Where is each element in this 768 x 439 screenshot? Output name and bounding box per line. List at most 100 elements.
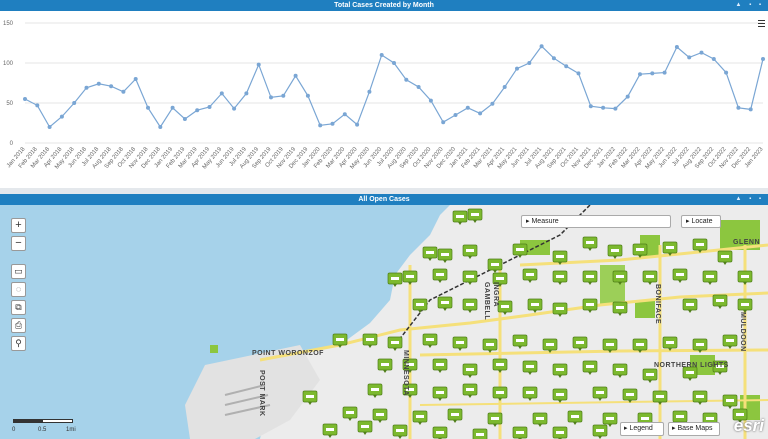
case-marker-glyph xyxy=(726,399,734,402)
chart-panel-title: Total Cases Created by Month xyxy=(334,2,434,9)
case-marker-glyph xyxy=(556,431,564,434)
case-marker-pin xyxy=(688,378,692,381)
case-marker-pin xyxy=(648,380,652,383)
case-marker-glyph xyxy=(471,213,479,216)
case-marker-pin xyxy=(658,402,662,405)
road xyxy=(419,399,768,406)
map-panel[interactable]: All Open Cases ▲ ▪ ▪ + − ▭ ◌ ⧉ ⎙ ⚲ xyxy=(0,194,768,439)
case-marker-glyph xyxy=(536,417,544,420)
case-marker-pin xyxy=(378,420,382,423)
case-marker-glyph xyxy=(436,273,444,276)
case-marker-pin xyxy=(338,345,342,348)
data-point xyxy=(453,113,458,117)
case-marker-pin xyxy=(498,370,502,373)
case-marker-pin xyxy=(328,435,332,438)
case-marker-pin xyxy=(528,280,532,283)
data-point xyxy=(342,112,347,117)
case-marker-pin xyxy=(528,398,532,401)
case-marker-pin xyxy=(558,314,562,317)
data-point xyxy=(527,61,532,65)
print-icon[interactable]: ⎙ xyxy=(11,318,26,333)
data-point xyxy=(207,105,212,109)
case-marker-pin xyxy=(558,262,562,265)
hamburger-icon[interactable] xyxy=(758,20,765,27)
data-point xyxy=(96,81,101,86)
chart-panel-header: Total Cases Created by Month ▲ ▪ ▪ xyxy=(0,0,768,11)
y-tick-label: 0 xyxy=(10,141,14,147)
case-marker-pin xyxy=(473,220,477,223)
case-marker-pin xyxy=(608,350,612,353)
map-window-controls[interactable]: ▲ ▪ ▪ xyxy=(735,196,764,202)
case-marker-pin xyxy=(443,308,447,311)
street-label: GAMBELL xyxy=(483,282,490,321)
case-marker-glyph xyxy=(636,248,644,251)
case-marker-pin xyxy=(503,312,507,315)
case-marker-glyph xyxy=(516,339,524,342)
case-marker-pin xyxy=(688,310,692,313)
case-marker-pin xyxy=(438,370,442,373)
case-marker-glyph xyxy=(726,339,734,342)
locate-button[interactable]: ▸ Locate xyxy=(681,215,721,228)
case-marker-glyph xyxy=(416,415,424,418)
case-marker-glyph xyxy=(336,338,344,341)
zoom-out-button[interactable]: − xyxy=(11,236,26,251)
map-canvas[interactable] xyxy=(0,205,768,439)
case-marker-glyph xyxy=(441,301,449,304)
case-marker-pin xyxy=(723,262,727,265)
data-point xyxy=(724,70,729,75)
measure-label: Measure xyxy=(531,218,559,225)
case-marker-glyph xyxy=(436,363,444,366)
data-point xyxy=(256,62,261,67)
road xyxy=(519,243,768,267)
case-marker-pin xyxy=(453,420,457,423)
case-marker-glyph xyxy=(586,241,594,244)
case-marker-pin xyxy=(608,424,612,427)
case-marker-pin xyxy=(468,375,472,378)
case-marker-glyph xyxy=(516,248,524,251)
lasso-icon[interactable]: ◌ xyxy=(11,282,26,297)
basemaps-label: Base Maps xyxy=(677,425,713,432)
case-marker-pin xyxy=(418,422,422,425)
case-marker-pin xyxy=(468,256,472,259)
case-marker-pin xyxy=(618,375,622,378)
case-marker-glyph xyxy=(556,393,564,396)
case-marker-pin xyxy=(493,270,497,273)
data-point xyxy=(551,56,556,61)
case-marker-pin xyxy=(618,282,622,285)
case-marker-pin xyxy=(488,350,492,353)
case-marker-glyph xyxy=(366,338,374,341)
street-label: MINNESOTA xyxy=(402,350,409,396)
zoom-in-button[interactable]: + xyxy=(11,218,26,233)
case-marker-pin xyxy=(588,282,592,285)
case-marker-pin xyxy=(743,282,747,285)
data-point xyxy=(182,117,187,121)
case-marker-pin xyxy=(518,255,522,258)
case-marker-pin xyxy=(698,250,702,253)
case-marker-glyph xyxy=(526,365,534,368)
case-marker-pin xyxy=(668,348,672,351)
case-marker-pin xyxy=(408,395,412,398)
case-marker-glyph xyxy=(571,415,579,418)
panel-window-controls[interactable]: ▲ ▪ ▪ xyxy=(735,2,764,8)
basemaps-button[interactable]: ▸ Base Maps xyxy=(668,422,720,436)
case-marker-pin xyxy=(578,348,582,351)
locate-chevron-icon: ▸ xyxy=(686,218,692,225)
data-point xyxy=(305,93,310,98)
case-marker-glyph xyxy=(456,215,464,218)
case-marker-glyph xyxy=(596,391,604,394)
search-icon[interactable]: ⚲ xyxy=(11,336,26,351)
case-marker-glyph xyxy=(716,299,724,302)
case-marker-glyph xyxy=(586,365,594,368)
case-marker-pin xyxy=(548,350,552,353)
layers-icon[interactable]: ⧉ xyxy=(11,300,26,315)
case-marker-glyph xyxy=(666,341,674,344)
legend-button[interactable]: ▸ Legend xyxy=(620,422,664,436)
data-point xyxy=(404,77,409,82)
rectangle-select-icon[interactable]: ▭ xyxy=(11,264,26,279)
measure-button[interactable]: ▸ Measure xyxy=(521,215,671,228)
data-point xyxy=(564,64,569,69)
basemaps-chevron-icon: ▸ xyxy=(672,425,678,432)
esri-logo: esri xyxy=(733,416,764,435)
case-marker-glyph xyxy=(626,393,634,396)
data-point xyxy=(392,61,396,65)
